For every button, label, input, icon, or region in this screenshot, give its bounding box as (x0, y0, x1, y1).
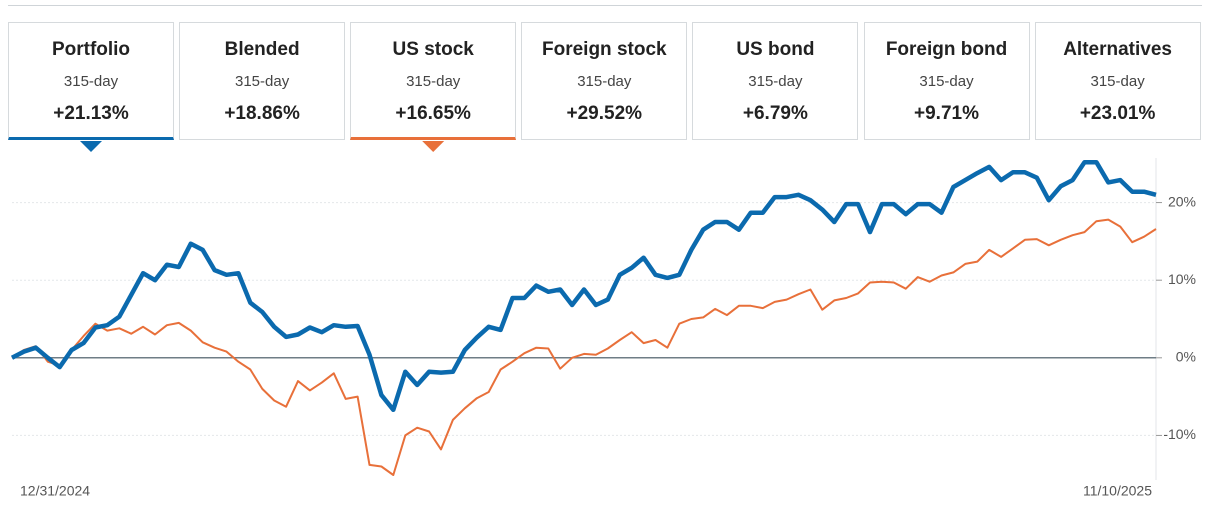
tab-period: 315-day (1090, 73, 1145, 90)
tab-value: +23.01% (1079, 103, 1156, 124)
tab-value: +18.86% (224, 103, 300, 124)
y-tick-label: 20% (1168, 193, 1196, 209)
tab-period: 315-day (63, 73, 119, 90)
tab-period: 315-day (919, 73, 974, 90)
tab-value: +21.13% (53, 103, 129, 124)
tab[interactable]: Portfolio 315-day +21.13% (8, 22, 174, 140)
tab-label: US stock (392, 39, 474, 60)
x-tick-label: 12/31/2024 (20, 483, 90, 499)
series-line (11, 218, 1157, 476)
tab-pointer (422, 141, 445, 152)
tab-label: US bond (736, 39, 815, 60)
top-rule (8, 5, 1202, 6)
series-line (10, 159, 1157, 413)
tab[interactable]: Foreign stock 315-day +29.52% (521, 22, 688, 140)
tab-label: Alternatives (1063, 39, 1172, 60)
tab-label: Portfolio (51, 39, 131, 60)
tab-label: Blended (224, 39, 300, 60)
tab-period: 315-day (577, 73, 632, 90)
tab[interactable]: US bond 315-day +6.79% (692, 22, 859, 140)
tab-value: +29.52% (566, 103, 643, 124)
tab-value: +6.79% (742, 103, 808, 124)
tab-period: 315-day (406, 73, 461, 90)
y-tick-label: 0% (1176, 349, 1196, 365)
tab[interactable]: Blended 315-day +18.86% (179, 22, 346, 140)
tab-pointer (80, 141, 102, 152)
tab-value: +9.71% (914, 103, 979, 124)
y-tick-label: 10% (1168, 271, 1196, 287)
tab-label: Foreign stock (542, 39, 667, 60)
tab[interactable]: Alternatives 315-day +23.01% (1034, 22, 1201, 140)
tab-period: 315-day (234, 73, 290, 90)
y-tick-label: -10% (1163, 426, 1196, 442)
tab-value: +16.65% (395, 103, 471, 124)
tab[interactable]: US stock 315-day +16.65% (350, 22, 517, 140)
x-tick-label: 11/10/2025 (1083, 483, 1152, 499)
tab[interactable]: Foreign bond 315-day +9.71% (863, 22, 1030, 140)
tab-label: Foreign bond (885, 39, 1008, 60)
tab-period: 315-day (748, 73, 803, 90)
